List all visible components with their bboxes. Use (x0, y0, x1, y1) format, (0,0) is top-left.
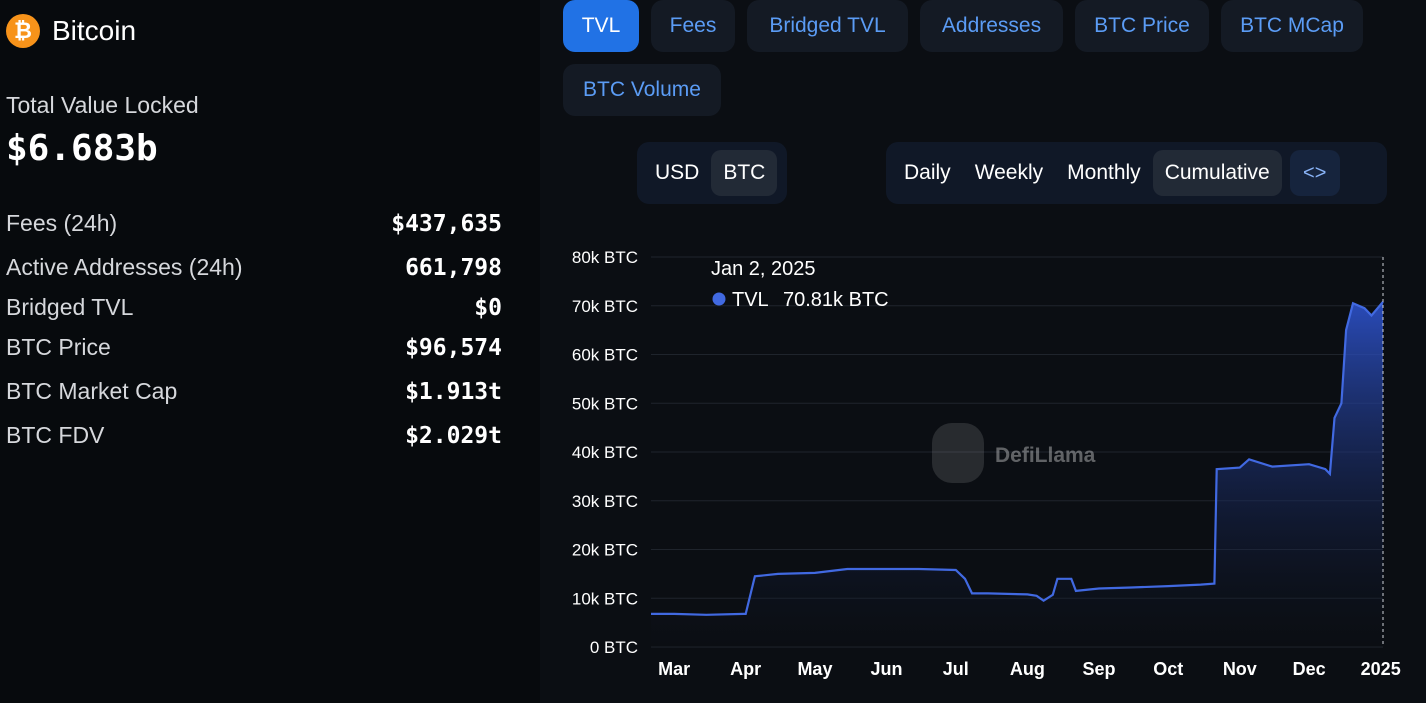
x-tick-label: Sep (1082, 659, 1115, 679)
stat-value: $2.029t (405, 422, 502, 449)
stat-row-btc-price: BTC Price $96,574 (6, 334, 502, 361)
tab-btc-price[interactable]: BTC Price (1075, 0, 1209, 52)
tab-btc-volume[interactable]: BTC Volume (563, 64, 721, 116)
period-toggle: Daily Weekly Monthly Cumulative <> (886, 142, 1387, 204)
tooltip-value: 70.81k BTC (783, 289, 889, 311)
stat-label: BTC Price (6, 334, 111, 360)
tvl-chart[interactable]: 0 BTC 10k BTC 20k BTC 30k BTC 40k BTC 50k BTC… (540, 230, 1426, 703)
stat-value: 661,798 (405, 254, 502, 281)
y-tick-label: 80k BTC (572, 248, 638, 267)
stat-row-btc-market-cap: BTC Market Cap $1.913t (6, 378, 502, 405)
y-tick-label: 10k BTC (572, 589, 638, 608)
stat-label: BTC FDV (6, 422, 105, 448)
stat-value: $0 (474, 294, 502, 321)
y-tick-label: 70k BTC (572, 297, 638, 316)
y-tick-label: 60k BTC (572, 346, 638, 365)
tvl-label: Total Value Locked (6, 92, 199, 118)
tab-addresses[interactable]: Addresses (920, 0, 1063, 52)
stat-value: $96,574 (405, 334, 502, 361)
tooltip-series-marker (712, 292, 726, 306)
tooltip-date: Jan 2, 2025 (711, 258, 816, 280)
chain-name: Bitcoin (52, 15, 137, 46)
stat-row-btc-fdv: BTC FDV $2.029t (6, 422, 502, 449)
stat-value: $1.913t (405, 378, 502, 405)
chain-header: ₿ Bitcoin (6, 14, 136, 48)
stat-label: Active Addresses (24h) (6, 254, 243, 280)
y-tick-label: 50k BTC (572, 394, 638, 413)
x-tick-label: Nov (1223, 659, 1257, 679)
x-tick-label: Jul (943, 659, 969, 679)
x-tick-label: May (797, 659, 832, 679)
y-tick-label: 0 BTC (590, 638, 638, 657)
tooltip: Jan 2, 2025 TVL 70.81k BTC (711, 258, 889, 311)
tvl-value: $6.683b (6, 128, 158, 169)
denomination-usd-button[interactable]: USD (655, 161, 700, 184)
tooltip-series: TVL (732, 289, 769, 311)
chart-panel: TVL Fees Bridged TVL Addresses BTC Price… (540, 0, 1426, 703)
tab-fees[interactable]: Fees (651, 0, 735, 52)
x-tick-label: Mar (658, 659, 690, 679)
y-tick-label: 30k BTC (572, 492, 638, 511)
chain-overview-panel: ₿ Bitcoin Total Value Locked $6.683b Fee… (0, 0, 540, 703)
y-tick-label: 20k BTC (572, 541, 638, 560)
bitcoin-logo-icon: ₿ (6, 14, 40, 48)
x-tick-label: Oct (1153, 659, 1183, 679)
code-icon[interactable]: <> (1289, 150, 1340, 196)
stat-row-fees: Fees (24h) $437,635 (6, 210, 502, 237)
tab-tvl[interactable]: TVL (563, 0, 639, 52)
stat-label: BTC Market Cap (6, 378, 178, 404)
x-tick-label: Aug (1010, 659, 1045, 679)
tab-btc-mcap[interactable]: BTC MCap (1221, 0, 1363, 52)
x-tick-label: 2025 (1361, 659, 1401, 679)
x-tick-label: Dec (1293, 659, 1326, 679)
watermark: DefiLlama (932, 423, 1096, 483)
x-tick-label: Jun (871, 659, 903, 679)
period-daily-button[interactable]: Daily (904, 161, 951, 184)
tab-bridged-tvl[interactable]: Bridged TVL (747, 0, 908, 52)
defillama-logo-icon (932, 423, 984, 483)
stat-row-bridged-tvl: Bridged TVL $0 (6, 294, 502, 321)
period-cumulative-button[interactable]: Cumulative (1152, 150, 1282, 196)
denomination-toggle: USD BTC (637, 142, 787, 204)
y-tick-label: 40k BTC (572, 443, 638, 462)
period-weekly-button[interactable]: Weekly (974, 161, 1044, 184)
stat-row-active-addresses: Active Addresses (24h) 661,798 (6, 254, 502, 281)
stat-value: $437,635 (391, 210, 502, 237)
watermark-text: DefiLlama (995, 444, 1096, 467)
tvl-area (651, 301, 1383, 647)
y-axis-ticks: 0 BTC 10k BTC 20k BTC 30k BTC 40k BTC 50k BTC… (572, 248, 638, 657)
denomination-btc-button[interactable]: BTC (711, 150, 778, 196)
period-monthly-button[interactable]: Monthly (1067, 161, 1141, 184)
x-tick-label: Apr (730, 659, 761, 679)
x-axis-ticks: Mar Apr May Jun Jul Aug Sep Oct Nov Dec 2025 (658, 659, 1401, 679)
stat-label: Fees (24h) (6, 210, 118, 236)
tvl-line (651, 301, 1384, 616)
stat-label: Bridged TVL (6, 294, 134, 320)
